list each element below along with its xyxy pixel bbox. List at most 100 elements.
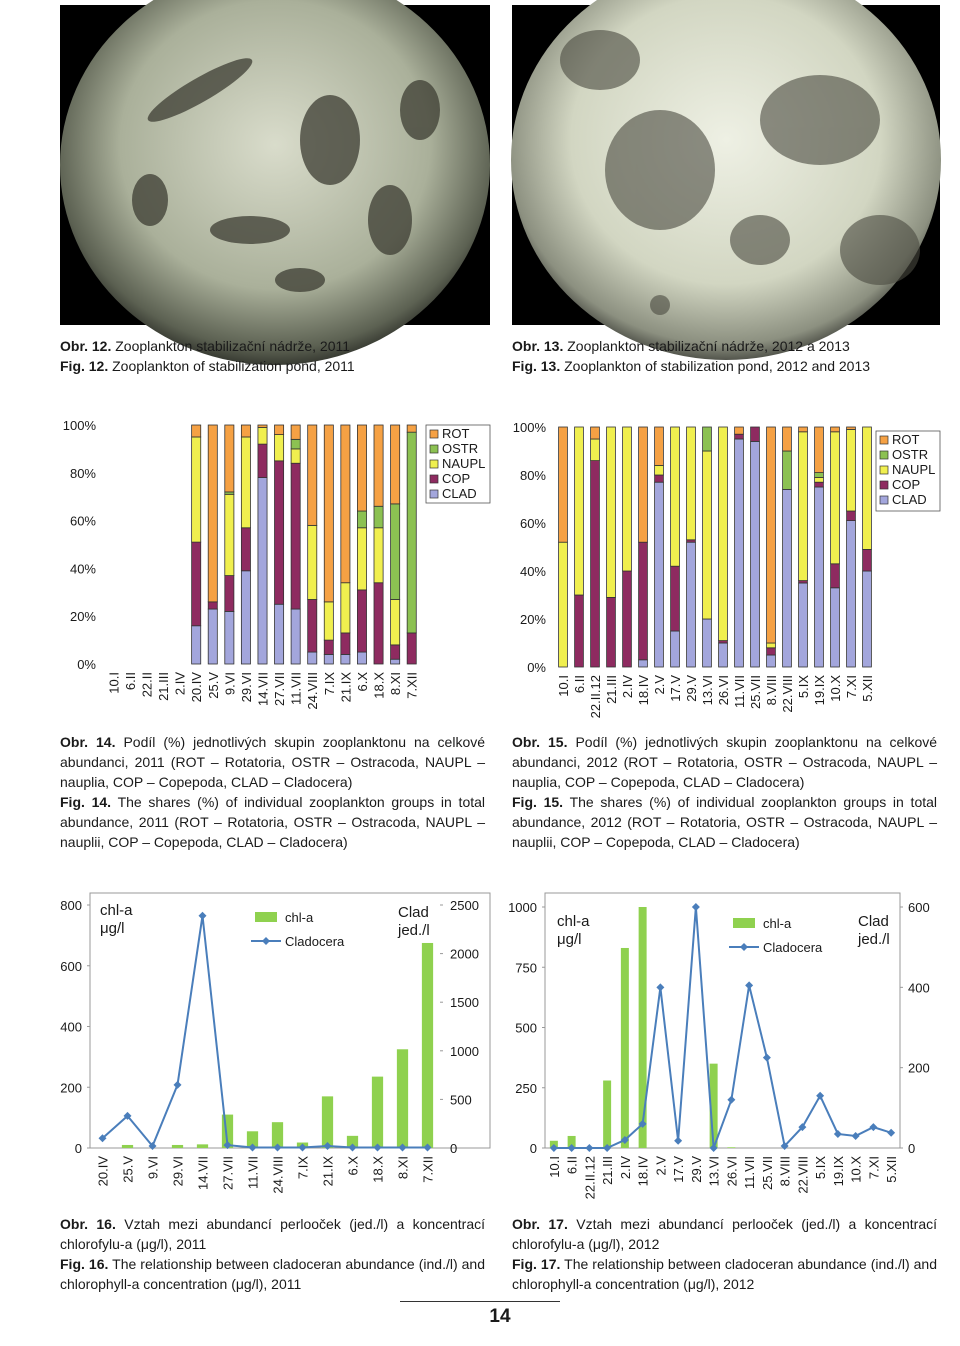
caption-label: Fig. 15. [512,794,564,810]
y2-tick-label: 1500 [450,995,479,1010]
bar-segment [191,625,202,665]
y-tick-label: 0% [77,657,96,672]
bar-segment [606,426,616,598]
legend-label: chl-a [285,910,314,925]
line-marker [798,1123,807,1132]
bar-segment [750,426,760,442]
x-tick-label: 21.III [156,672,171,701]
bar-segment [702,426,712,452]
bar-segment [290,608,301,665]
bar-segment [240,570,251,665]
x-tick-label: 20.IV [96,1156,111,1187]
legend-label: NAUPL [442,456,485,471]
line-marker [123,1111,132,1120]
bar-segment [846,520,856,668]
y2-tick-label: 1000 [450,1044,479,1059]
y2-tick-label: 0 [908,1141,915,1156]
bar [727,1147,736,1148]
x-tick-label: 10.I [106,672,121,694]
line-marker [373,1143,382,1152]
bar [620,947,629,1148]
legend-label: CLAD [442,486,477,501]
x-tick-label: 25.V [121,1156,136,1183]
caption-label: Obr. 16. [60,1216,116,1232]
bar-segment [207,601,218,610]
x-tick-label: 21.III [600,1156,615,1185]
legend-label: ROT [892,432,920,447]
line-marker [638,1119,647,1128]
y2-tick-label: 400 [908,980,930,995]
bar-segment [670,565,680,632]
bar [196,1144,209,1148]
bar-segment [574,594,584,668]
bar [709,1063,718,1148]
bar-segment [654,474,664,483]
caption-label: Obr. 13. [512,338,564,354]
bar-segment [814,476,824,483]
bar-segment [686,541,696,668]
bar-segment [357,527,367,591]
caption-text: Vztah mezi abundancí perlooček (jed./l) … [60,1216,486,1252]
x-tick-label: 21.III [604,675,619,704]
bar-segment [357,589,367,653]
x-tick-label: 8.XI [388,672,403,695]
caption-text: Podíl (%) jednotlivých skupin zooplankto… [60,734,486,790]
line-marker [674,1136,683,1145]
legend-label: OSTR [892,447,928,462]
legend-label: COP [892,477,920,492]
x-tick-label: 25.V [206,672,221,699]
bar-segment [814,486,824,668]
bar-segment [390,658,401,665]
bar-segment [191,436,202,543]
bar-segment [766,654,776,668]
legend-label: ROT [442,426,470,441]
bar-segment [654,481,664,668]
x-tick-label: 7.IX [296,1156,311,1179]
photo-left [60,0,490,365]
legend-label: Cladocera [763,940,823,955]
bar [246,1131,259,1148]
bar-segment [340,582,351,634]
bar-segment [340,632,351,655]
bar-segment [734,433,744,440]
x-tick-label: 2.V [652,675,667,695]
x-tick-label: 18.IV [636,675,651,706]
bar-segment [357,651,367,665]
x-tick-label: 10.I [556,675,571,697]
caption-label: Obr. 15. [512,734,568,750]
x-tick-label: 18.X [372,672,387,699]
bar-segment [814,481,824,488]
bar-segment [290,448,301,464]
caption-label: Fig. 16. [60,1256,109,1272]
y2-tick-label: 2500 [450,898,479,913]
line-marker [691,903,700,911]
x-tick-label: 7.XI [866,1156,881,1179]
x-tick-label: 7.XI [844,675,859,698]
bar-segment [240,424,251,438]
legend-swatch [879,435,889,445]
y-axis-title: chl-a μg/l [557,913,590,948]
line [101,915,428,1149]
bar-segment [373,527,384,584]
caption-label: Fig. 14. [60,794,112,810]
bar-segment [670,426,680,567]
bar [321,1096,334,1148]
bar-segment [390,644,401,660]
legend-swatch [255,912,277,922]
bar [346,1135,359,1148]
bar [567,1135,576,1148]
x-tick-label: 29.VI [171,1156,186,1186]
line-marker [851,1131,860,1140]
y-tick-label: 100% [63,418,97,433]
y2-tick-label: 2000 [450,947,479,962]
y-tick-label: 60% [70,514,96,529]
x-tick-label: 2.IV [620,675,635,698]
line-marker [567,1144,576,1152]
line-marker [248,1143,257,1152]
bar-segment [323,639,334,655]
bar-segment [670,630,680,668]
x-tick-label: 19.IX [812,675,827,706]
bar-segment [766,647,776,656]
page-number: 14 [489,1306,511,1327]
